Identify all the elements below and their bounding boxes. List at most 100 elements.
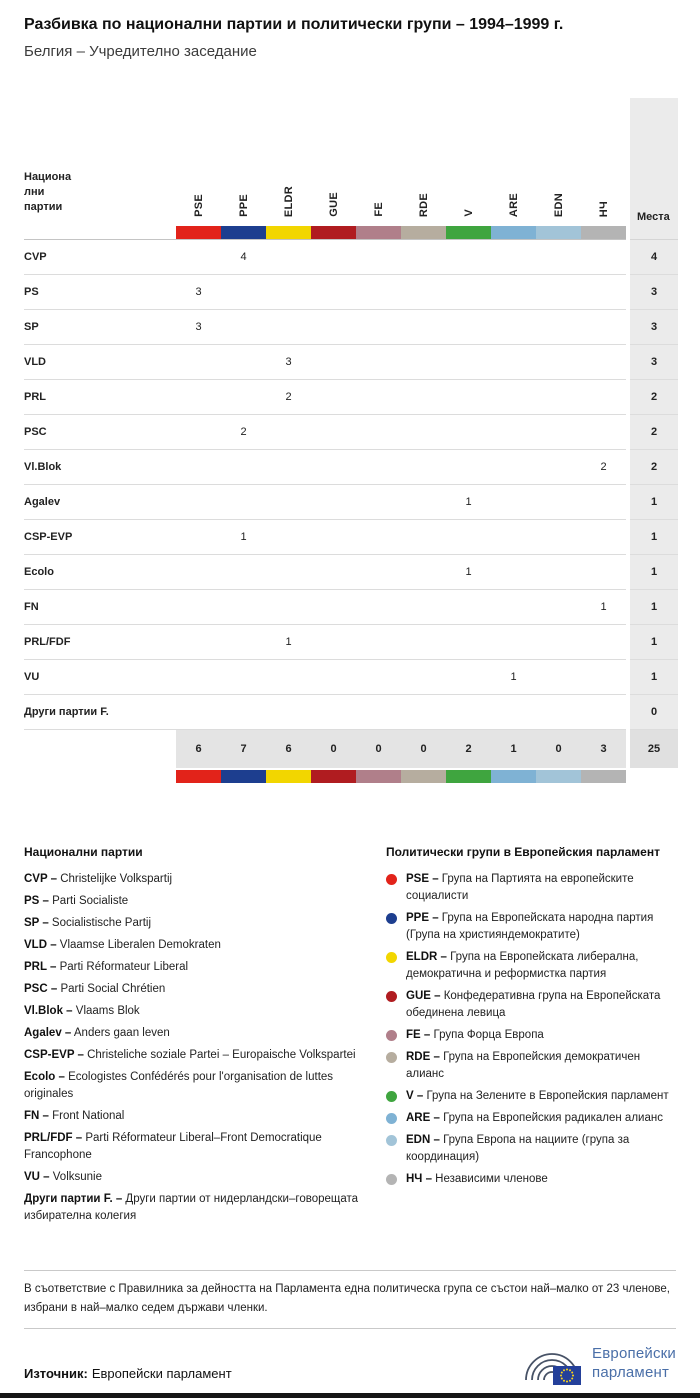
group-legend-item: PPE – Група на Европейската народна парт… — [386, 910, 678, 944]
value-cell — [266, 310, 311, 345]
party-legend-item: PS – Parti Socialiste — [24, 895, 129, 907]
value-cell — [536, 555, 581, 590]
value-cell: 2 — [221, 415, 266, 450]
seats-value: 3 — [630, 310, 678, 345]
party-label: PRL — [24, 380, 176, 415]
party-abbr: Други партии F. – — [24, 1193, 123, 1205]
value-cell — [401, 310, 446, 345]
value-cell — [356, 695, 401, 730]
ep-hemicycle-icon — [525, 1353, 582, 1385]
value-cell — [536, 240, 581, 275]
value-cell — [176, 590, 221, 625]
value-cell — [176, 625, 221, 660]
group-color-bar — [446, 226, 491, 239]
value-cell — [311, 310, 356, 345]
seats-value: 0 — [630, 695, 678, 730]
value-cell — [221, 275, 266, 310]
value-cell — [356, 240, 401, 275]
value-cell — [311, 555, 356, 590]
value-cell — [266, 520, 311, 555]
legend-section: Национални партии CVP – Christelijke Vol… — [24, 845, 678, 1230]
value-cell — [176, 520, 221, 555]
party-legend-item: CSP-EVP – Christeliche soziale Partei – … — [24, 1049, 356, 1061]
ep-logo: Европейски парламент — [520, 1335, 676, 1391]
party-abbr: Agalev – — [24, 1027, 72, 1039]
source-value: Европейски парламент — [91, 1366, 232, 1381]
group-legend-text: V – Група на Зелените в Европейския парл… — [406, 1090, 669, 1102]
party-legend-item: PRL – Parti Réformateur Liberal — [24, 961, 189, 973]
value-cell — [266, 555, 311, 590]
ep-logo-text: Европейски парламент — [592, 1344, 676, 1382]
party-abbr: PRL/FDF – — [24, 1132, 83, 1144]
value-cell — [581, 415, 626, 450]
group-color-dot — [386, 1113, 397, 1124]
seats-column-header: Места — [630, 98, 678, 240]
legend-groups-heading: Политически групи в Европейския парламен… — [386, 845, 660, 859]
legend-national-parties: Национални партии CVP – Christelijke Vol… — [24, 845, 386, 1230]
value-cell — [446, 275, 491, 310]
source-text: Източник: Европейски парламент — [24, 1366, 232, 1391]
value-cell: 3 — [266, 345, 311, 380]
seats-value: 1 — [630, 555, 678, 590]
group-legend-text: EDN – Група Европа на нациите (група за … — [406, 1134, 630, 1163]
value-cell — [536, 310, 581, 345]
page-subtitle: Белгия – Учредително заседание — [24, 43, 257, 60]
value-cell — [581, 660, 626, 695]
value-cell — [221, 660, 266, 695]
seats-value: 2 — [630, 380, 678, 415]
value-cell — [491, 555, 536, 590]
divider-top — [24, 1270, 676, 1271]
group-code: ARE — [507, 192, 520, 217]
group-legend-text: НЧ – Независими членове — [406, 1173, 548, 1185]
value-cell — [491, 625, 536, 660]
seats-value: 3 — [630, 275, 678, 310]
legend-parties-list: CVP – Christelijke Volkspartij PS – Parti… — [24, 871, 368, 1225]
group-color-bar-bottom — [491, 770, 536, 783]
value-cell — [266, 450, 311, 485]
value-cell: 1 — [581, 590, 626, 625]
value-cell: 3 — [176, 275, 221, 310]
value-cell — [536, 485, 581, 520]
party-label: PS — [24, 275, 176, 310]
seats-value: 3 — [630, 345, 678, 380]
group-color-dot — [386, 952, 397, 963]
ep-logo-line1: Европейски — [592, 1345, 676, 1362]
value-cell — [311, 625, 356, 660]
value-cell — [401, 240, 446, 275]
value-cell — [536, 660, 581, 695]
value-cell: 1 — [446, 555, 491, 590]
total-seats: 25 — [630, 730, 678, 768]
group-code: EDN — [552, 192, 565, 217]
party-abbr: CSP-EVP – — [24, 1049, 84, 1061]
value-cell — [401, 345, 446, 380]
total-value: 6 — [176, 730, 221, 768]
column-header-EDN: EDN — [536, 98, 581, 240]
value-cell — [176, 695, 221, 730]
value-cell — [266, 660, 311, 695]
value-cell — [401, 275, 446, 310]
party-label: PRL/FDF — [24, 625, 176, 660]
value-cell — [536, 625, 581, 660]
totals-row-label — [24, 730, 176, 768]
value-cell — [536, 345, 581, 380]
value-cell — [311, 485, 356, 520]
value-cell: 1 — [491, 660, 536, 695]
value-cell — [356, 485, 401, 520]
total-value: 3 — [581, 730, 626, 768]
party-label: SP — [24, 310, 176, 345]
party-abbr: CVP – — [24, 873, 58, 885]
group-code: ELDR — [282, 185, 295, 217]
ep-logo-line2: парламент — [592, 1364, 670, 1381]
value-cell — [536, 520, 581, 555]
column-header-ELDR: ELDR — [266, 98, 311, 240]
column-header-НЧ: НЧ — [581, 98, 626, 240]
party-label: Vl.Blok — [24, 450, 176, 485]
group-legend-text: PPE – Група на Европейската народна парт… — [406, 912, 654, 941]
value-cell — [491, 415, 536, 450]
group-abbr: RDE – — [406, 1051, 440, 1063]
value-cell — [446, 415, 491, 450]
value-cell — [401, 625, 446, 660]
group-legend-text: ELDR – Група на Европейската либерална, … — [406, 951, 639, 980]
party-legend-item: SP – Socialistische Partij — [24, 917, 151, 929]
group-legend-text: PSE – Група на Партията на европейските … — [406, 873, 634, 902]
